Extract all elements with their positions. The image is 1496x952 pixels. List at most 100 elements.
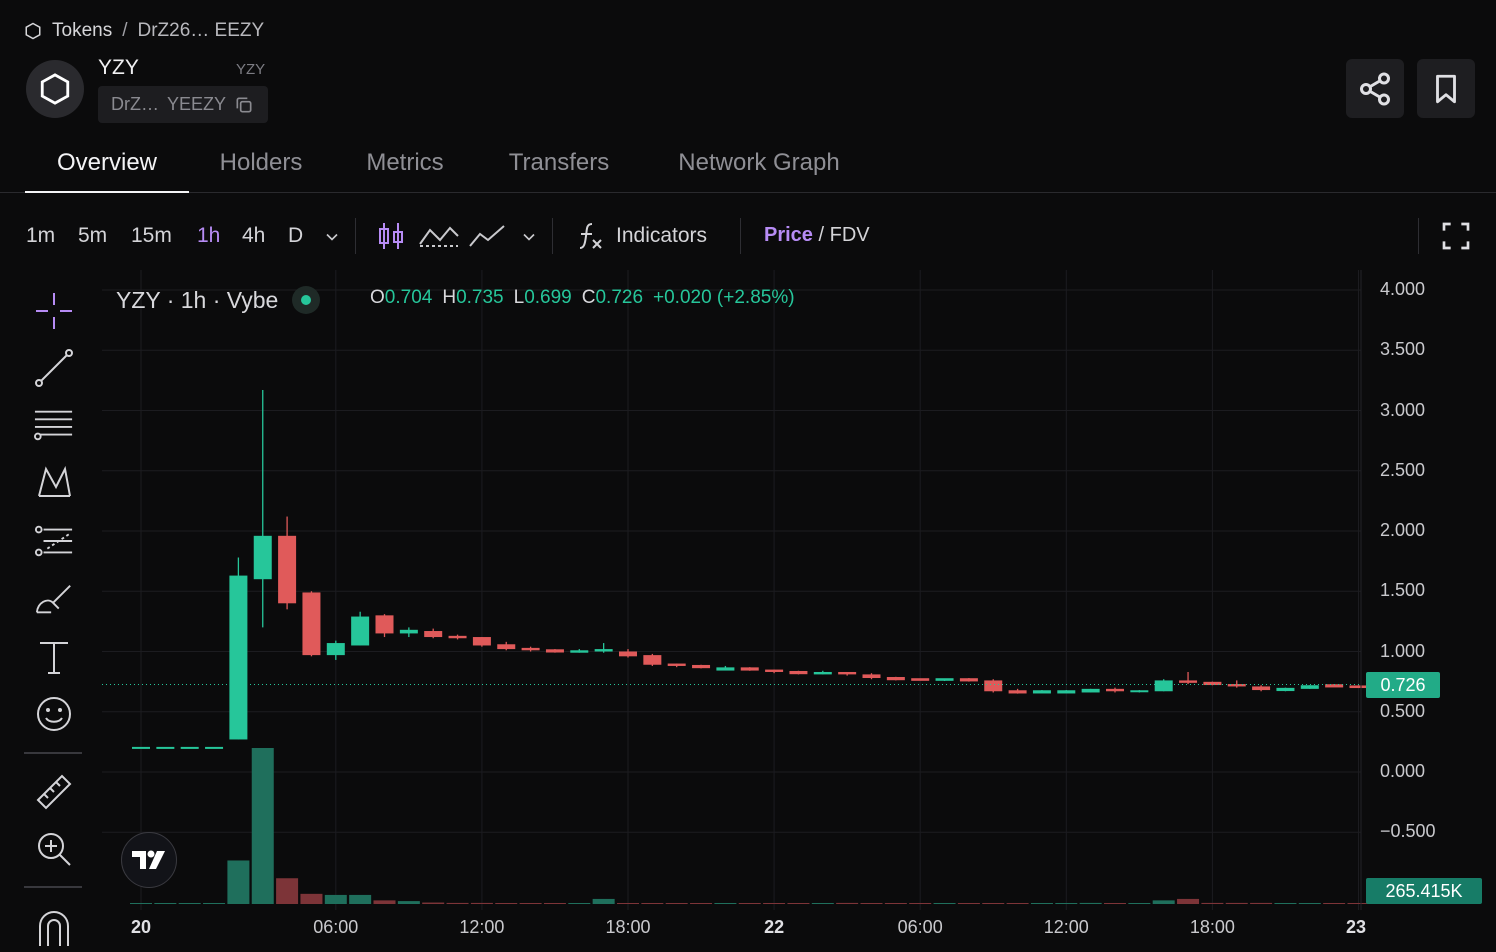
candle-body [984, 680, 1003, 692]
timeframe-1h[interactable]: 1h [197, 224, 221, 247]
volume-bar [1079, 902, 1102, 904]
candle-body [1008, 690, 1027, 694]
tab-holders[interactable]: Holders [219, 149, 303, 176]
line-icon[interactable] [468, 222, 506, 250]
volume-bar [957, 903, 980, 904]
breadcrumb: Tokens / DrZ26… EEZY [24, 18, 264, 44]
y-tick-label: 0.500 [1380, 700, 1426, 721]
timeframe-1m[interactable]: 1m [26, 224, 56, 247]
volume-bar [763, 903, 786, 904]
volume-bar [811, 903, 834, 904]
tab-bar: Overview Holders Metrics Transfers Netwo… [0, 138, 1496, 193]
tradingview-logo[interactable] [121, 832, 177, 888]
zoom-in-tool[interactable] [34, 829, 74, 869]
candle-body [1252, 686, 1271, 691]
change-value: +0.020 (+2.85%) [653, 287, 795, 308]
candle-body [692, 664, 711, 669]
candle-body [399, 629, 418, 634]
x-tick-label: 20 [130, 917, 152, 937]
timeframe-15m[interactable]: 15m [131, 224, 172, 247]
candle-body [1276, 687, 1295, 692]
emoji-tool[interactable] [34, 694, 74, 734]
candle-body [375, 615, 394, 634]
fib-tool[interactable] [34, 405, 74, 445]
candle-body [594, 649, 613, 652]
brush-icon [35, 584, 71, 614]
candle-body [740, 667, 759, 671]
price-fdv-toggle[interactable]: Price / FDV [764, 224, 870, 247]
volume-bar [349, 894, 372, 904]
candle-body [1227, 684, 1246, 687]
candles-icon[interactable] [376, 220, 406, 252]
x-tick-label: 06:00 [897, 917, 943, 937]
trend-line-icon [35, 349, 73, 387]
crosshair-tool[interactable] [34, 291, 74, 331]
price-option[interactable]: Price [764, 224, 813, 246]
candle-body [862, 674, 881, 679]
volume-bar [495, 903, 518, 904]
bookmark-button[interactable] [1417, 59, 1475, 118]
close-label: C [581, 287, 596, 308]
price-chart[interactable] [0, 270, 1496, 910]
tab-metrics[interactable]: Metrics [366, 149, 444, 176]
volume-bar [1104, 903, 1126, 904]
volume-bar [178, 903, 201, 904]
tab-transfers[interactable]: Transfers [508, 149, 610, 176]
copy-icon[interactable] [234, 95, 254, 115]
candle-body [1179, 680, 1198, 683]
pattern-tool[interactable] [34, 463, 74, 503]
candle-body [789, 670, 808, 675]
text-tool[interactable] [34, 637, 74, 677]
chevron-down-icon[interactable] [322, 227, 342, 247]
timeframe-4h[interactable]: 4h [242, 224, 266, 247]
fullscreen-icon[interactable] [1440, 220, 1472, 252]
volume-bar [909, 903, 932, 904]
volume-label: 265.415K [1366, 878, 1482, 904]
volume-bar [446, 902, 469, 904]
trend-line-tool[interactable] [34, 348, 74, 388]
fib-icon [34, 410, 73, 441]
volume-bar [543, 903, 566, 904]
volume-bar [1030, 903, 1053, 904]
bars-icon[interactable] [418, 222, 460, 250]
candle-body [667, 663, 686, 666]
candle-body [1154, 680, 1173, 692]
indicators-button[interactable]: Indicators [576, 220, 707, 252]
volume-bar [592, 898, 615, 904]
tab-overview[interactable]: Overview [25, 138, 189, 193]
fdv-option[interactable]: / FDV [818, 224, 870, 246]
projection-tool[interactable] [34, 521, 74, 561]
high-value: 0.735 [456, 287, 504, 308]
volume-bar [373, 900, 396, 904]
brush-tool[interactable] [34, 579, 74, 619]
token-logo [26, 60, 84, 118]
y-tick-label: 1.000 [1380, 640, 1426, 661]
breadcrumb-root[interactable]: Tokens [52, 20, 113, 41]
volume-bar [324, 894, 347, 904]
volume-bar [1152, 900, 1175, 904]
volume-bar [1225, 902, 1248, 904]
candle-body [326, 643, 345, 656]
timeframe-d[interactable]: D [288, 224, 304, 247]
chevron-down-icon[interactable] [519, 227, 539, 247]
candle-body [253, 535, 272, 580]
ruler-tool[interactable] [34, 772, 74, 812]
candle-body [716, 667, 735, 671]
token-address[interactable]: DrZ… YEEZY [98, 86, 268, 123]
tab-network-graph[interactable]: Network Graph [678, 149, 840, 176]
magnet-tool[interactable] [34, 906, 74, 946]
y-tick-label: 2.000 [1380, 520, 1426, 540]
candle-body [1032, 690, 1051, 694]
ohlc-readout: O0.704 H0.735 L0.699 C0.726 +0.020 (+2.8… [370, 287, 795, 309]
share-button[interactable] [1346, 59, 1404, 118]
tradingview-icon [132, 850, 165, 869]
chart-toolbar: 1m 5m 15m 1h 4h D Indicators Price / FDV [0, 212, 1496, 260]
breadcrumb-current: DrZ26… EEZY [137, 20, 265, 41]
volume-bars [130, 748, 1394, 904]
volume-bar [1323, 903, 1346, 904]
candle-body [132, 746, 150, 749]
timeframe-5m[interactable]: 5m [78, 224, 108, 247]
volume-bar [227, 860, 250, 904]
token-name: YZY [98, 56, 139, 79]
candle-body [619, 651, 637, 657]
